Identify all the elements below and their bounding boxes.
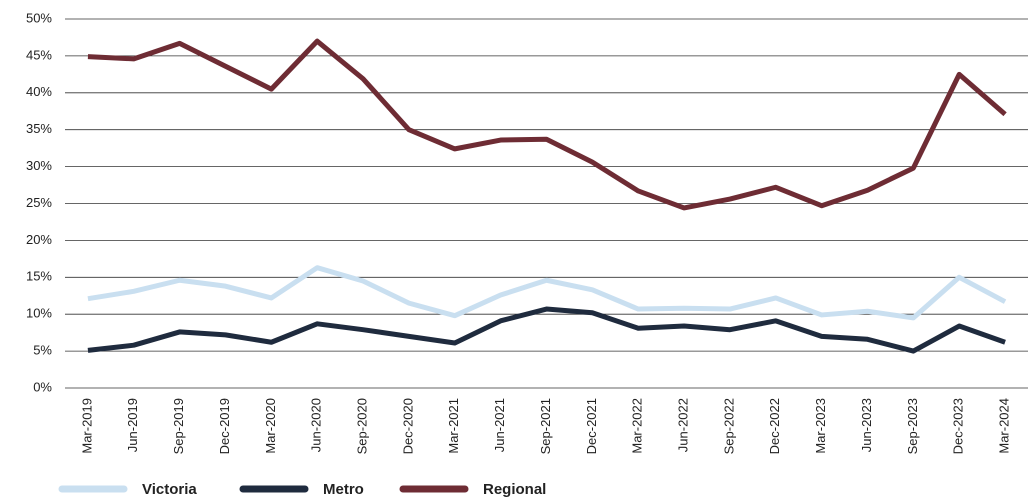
x-tick-label: Jun-2021 [492, 398, 507, 452]
x-tick-label: Sep-2019 [171, 398, 186, 454]
y-tick-label: 10% [26, 306, 52, 321]
y-tick-label: 0% [33, 379, 52, 394]
y-tick-label: 25% [26, 195, 52, 210]
y-tick-label: 20% [26, 232, 52, 247]
legend-label: Regional [483, 481, 546, 498]
y-tick-label: 50% [26, 10, 52, 25]
legend-label: Victoria [142, 481, 197, 498]
x-tick-label: Sep-2020 [355, 398, 370, 454]
x-tick-label: Mar-2019 [79, 398, 94, 454]
y-tick-label: 30% [26, 158, 52, 173]
y-tick-label: 5% [33, 343, 52, 358]
y-tick-label: 45% [26, 47, 52, 62]
x-tick-label: Mar-2023 [813, 398, 828, 454]
x-tick-label: Jun-2023 [859, 398, 874, 452]
x-tick-label: Jun-2019 [125, 398, 140, 452]
x-tick-label: Dec-2019 [217, 398, 232, 454]
x-tick-label: Dec-2021 [584, 398, 599, 454]
x-tick-label: Jun-2020 [309, 398, 324, 452]
x-tick-label: Sep-2023 [905, 398, 920, 454]
x-tick-label: Sep-2022 [721, 398, 736, 454]
series-line [87, 265, 1007, 321]
x-tick-label: Mar-2020 [263, 398, 278, 454]
y-tick-label: 35% [26, 121, 52, 136]
x-tick-label: Dec-2023 [951, 398, 966, 454]
legend-label: Metro [323, 481, 364, 498]
x-tick-label: Jun-2022 [676, 398, 691, 452]
y-tick-label: 15% [26, 269, 52, 284]
x-tick-label: Mar-2021 [446, 398, 461, 454]
x-tick-label: Sep-2021 [538, 398, 553, 454]
series-line [87, 38, 1007, 211]
x-tick-label: Dec-2022 [767, 398, 782, 454]
x-tick-label: Mar-2024 [997, 398, 1012, 454]
x-tick-label: Dec-2020 [400, 398, 415, 454]
y-tick-label: 40% [26, 84, 52, 99]
x-tick-label: Mar-2022 [630, 398, 645, 454]
series-line [87, 306, 1006, 354]
